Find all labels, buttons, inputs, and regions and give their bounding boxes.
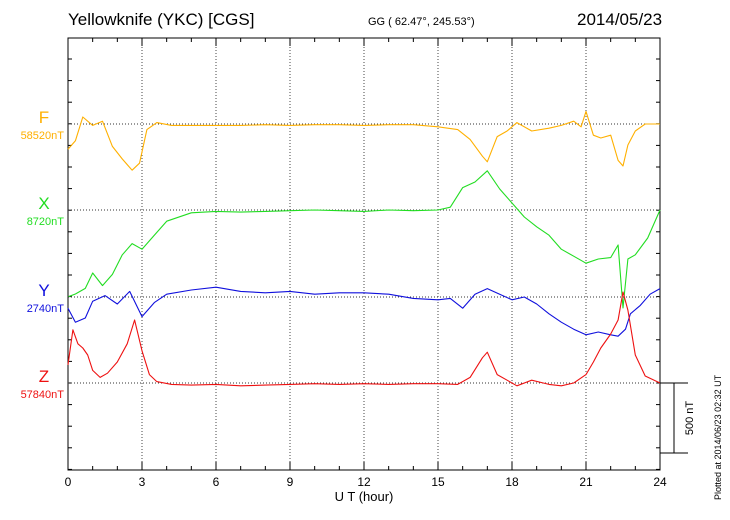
scale-bar-label: 500 nT [684, 401, 696, 436]
x-tick-label: 24 [653, 475, 667, 489]
series-line-f [67, 110, 660, 171]
baseline-value-z: 57840nT [21, 389, 65, 401]
x-tick-label: 0 [65, 475, 72, 489]
x-tick-label: 6 [213, 475, 220, 489]
station-title: Yellowknife (YKC) [CGS] [68, 10, 255, 29]
component-label-z: Z [39, 367, 49, 386]
baseline-value-y: 2740nT [27, 303, 65, 315]
baseline-value-x: 8720nT [27, 216, 65, 228]
component-label-f: F [39, 108, 49, 127]
station-coordinates: GG ( 62.47°, 245.53°) [368, 16, 475, 28]
plotted-timestamp: Plotted at 2014/06/23 02:32 UT [713, 374, 723, 500]
x-tick-label: 9 [287, 475, 294, 489]
series-line-x [67, 170, 661, 309]
component-label-y: Y [38, 281, 49, 300]
x-axis-label: U T (hour) [335, 489, 394, 504]
series-line-z [67, 291, 661, 387]
series-line-y [67, 286, 661, 337]
component-label-x: X [38, 194, 49, 213]
x-tick-label: 12 [357, 475, 371, 489]
x-tick-label: 21 [579, 475, 593, 489]
x-tick-label: 3 [139, 475, 146, 489]
baseline-value-f: 58520nT [21, 130, 65, 142]
x-tick-label: 18 [505, 475, 519, 489]
x-tick-label: 15 [431, 475, 445, 489]
chart-date: 2014/05/23 [577, 10, 663, 29]
